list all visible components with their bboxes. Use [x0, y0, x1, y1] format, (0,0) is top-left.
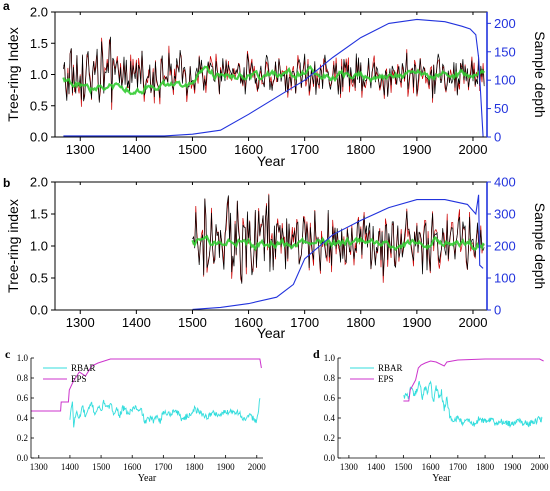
- x-tick-label: 1300: [30, 462, 49, 472]
- y-tick-label: 1.0: [30, 239, 48, 254]
- y2-tick-label: 400: [494, 175, 516, 190]
- black-index-series: [192, 195, 485, 284]
- y2-tick-label: 300: [494, 207, 516, 222]
- black-index-series: [63, 36, 485, 103]
- chart-panel-c: 1300 1400 1500 1600 1700 1800 1900 2000 0.0 0.2 0.…: [5, 347, 266, 484]
- x-tick-label: 1800: [346, 142, 375, 157]
- y-tick-label: 0.6: [17, 393, 29, 403]
- legend-eps-label: EPS: [71, 374, 87, 384]
- rbar-line: [69, 398, 261, 428]
- y2-axis-label: Sample depth: [532, 31, 548, 117]
- x-tick-label: 2000: [531, 462, 550, 472]
- x-tick-label: 1500: [178, 142, 207, 157]
- x-tick-label: 1300: [340, 462, 359, 472]
- green-index-series: [62, 65, 486, 96]
- panel-label: d: [313, 347, 320, 361]
- y2-axis-label: Sample depth: [532, 203, 548, 289]
- y-tick-label: 0.0: [324, 453, 336, 463]
- x-tick-label: 1900: [503, 462, 522, 472]
- y2-tick-label: 100: [494, 73, 516, 88]
- x-tick-label: 1700: [154, 462, 173, 472]
- chart-panel-b: 1300 1400 1500 1600 1700 1800 1900 20000.00.51.…: [3, 175, 548, 342]
- y-tick-label: 1.0: [17, 353, 29, 363]
- x-tick-label: 1900: [217, 462, 236, 472]
- y-tick-label: 1.0: [324, 353, 336, 363]
- eps-line: [31, 358, 262, 412]
- y-tick-label: 2.0: [30, 175, 48, 190]
- panel-label: c: [5, 347, 11, 361]
- panel-label: b: [3, 176, 10, 190]
- y-tick-label: 0.0: [17, 453, 29, 463]
- y-tick-label: 1.5: [30, 207, 48, 222]
- x-axis-label: Year: [257, 153, 286, 169]
- x-tick-label: 1400: [367, 462, 386, 472]
- x-tick-label: 1500: [92, 462, 111, 472]
- y-tick-label: 0.5: [30, 271, 48, 286]
- x-tick-label: 2000: [459, 315, 488, 330]
- y2-tick-label: 200: [494, 16, 516, 31]
- y-tick-label: 0.2: [324, 433, 335, 443]
- x-tick-label: 1600: [123, 462, 142, 472]
- chart-panel-a: 1300 1400 1500 1600 1700 1800 1900 20000.00.51.…: [3, 0, 548, 169]
- y2-tick-label: 200: [494, 239, 516, 254]
- x-tick-label: 1700: [449, 462, 468, 472]
- rbar-line: [403, 380, 543, 429]
- green-index-series: [191, 234, 485, 252]
- legend-rbar-label: RBAR: [378, 363, 403, 373]
- y-tick-label: 1.0: [30, 67, 48, 82]
- y-tick-label: 0.8: [17, 373, 29, 383]
- x-tick-label: 1500: [178, 315, 207, 330]
- x-tick-label: 1300: [66, 142, 95, 157]
- x-tick-label: 1700: [290, 142, 319, 157]
- y2-tick-label: 50: [494, 101, 508, 116]
- x-tick-label: 1800: [346, 315, 375, 330]
- y-tick-label: 0.4: [17, 413, 29, 423]
- x-tick-label: 1700: [290, 315, 319, 330]
- x-tick-label: 1400: [61, 462, 80, 472]
- x-axis-label: Year: [432, 473, 451, 484]
- y-tick-label: 2.0: [30, 5, 48, 20]
- y2-tick-label: 100: [494, 271, 516, 286]
- x-axis-label: Year: [138, 473, 157, 484]
- x-tick-label: 1600: [422, 462, 441, 472]
- x-tick-label: 1600: [234, 315, 263, 330]
- x-tick-label: 1800: [476, 462, 495, 472]
- eps-line: [403, 358, 544, 402]
- y-tick-label: 0.8: [324, 373, 336, 383]
- x-tick-label: 1300: [66, 315, 95, 330]
- sample-depth-line: [63, 18, 484, 138]
- chart-panel-d: 1300 1400 1500 1600 1700 1800 1900 2000 0.0 0.2 0.…: [313, 347, 549, 484]
- y2-tick-label: 0: [494, 130, 501, 145]
- x-tick-label: 1600: [234, 142, 263, 157]
- y-tick-label: 0.0: [30, 130, 48, 145]
- x-tick-label: 1400: [122, 142, 151, 157]
- x-tick-label: 1900: [402, 315, 431, 330]
- x-tick-label: 1800: [185, 462, 204, 472]
- x-tick-label: 1500: [394, 462, 413, 472]
- legend-eps-label: EPS: [378, 374, 394, 384]
- panel-label: a: [3, 0, 10, 13]
- x-tick-label: 1400: [122, 315, 151, 330]
- x-tick-label: 1900: [402, 142, 431, 157]
- x-tick-label: 2000: [459, 142, 488, 157]
- y-tick-label: 0.6: [324, 393, 336, 403]
- x-tick-label: 2000: [248, 462, 267, 472]
- x-axis-label: Year: [257, 325, 286, 341]
- y-axis-label: Tree-ring Index: [5, 27, 21, 121]
- y-tick-label: 0.5: [30, 98, 48, 113]
- y2-tick-label: 150: [494, 44, 516, 59]
- y-axis-label: Tree-ring index: [5, 199, 21, 293]
- y-tick-label: 0.0: [30, 303, 48, 318]
- y-tick-label: 1.5: [30, 36, 48, 51]
- y-tick-label: 0.2: [17, 433, 28, 443]
- y2-tick-label: 0: [494, 303, 501, 318]
- sample-depth-line: [192, 194, 484, 310]
- y-tick-label: 0.4: [324, 413, 336, 423]
- legend-rbar-label: RBAR: [71, 363, 96, 373]
